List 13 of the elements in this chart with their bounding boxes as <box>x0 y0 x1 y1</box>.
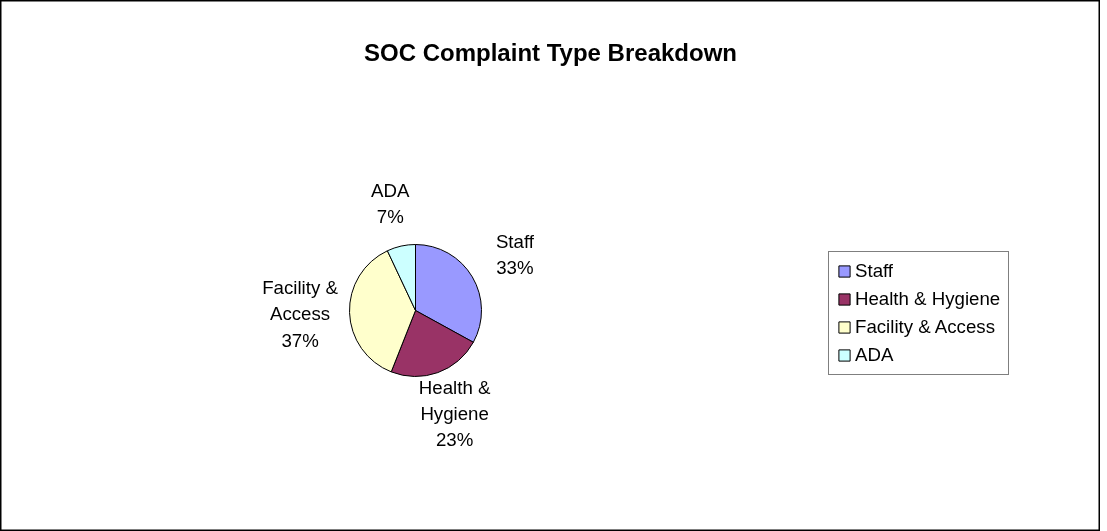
slice-label: ADA <box>371 179 411 201</box>
data-label: 37% <box>281 329 319 351</box>
legend-label: Health & Hygiene <box>855 288 1001 310</box>
slice-label: Staff <box>495 231 535 253</box>
slice-label: Health & Hygiene <box>418 376 491 425</box>
legend-label: Facility & Access <box>855 316 995 338</box>
legend-label: ADA <box>855 344 894 366</box>
legend-label: Staff <box>855 260 894 282</box>
data-label: 33% <box>496 257 534 279</box>
data-label: 23% <box>435 429 474 451</box>
slice-label: Facility & Access <box>262 277 339 325</box>
data-label: 7% <box>376 206 404 228</box>
chart-title: SOC Complaint Type Breakdown <box>364 39 737 66</box>
